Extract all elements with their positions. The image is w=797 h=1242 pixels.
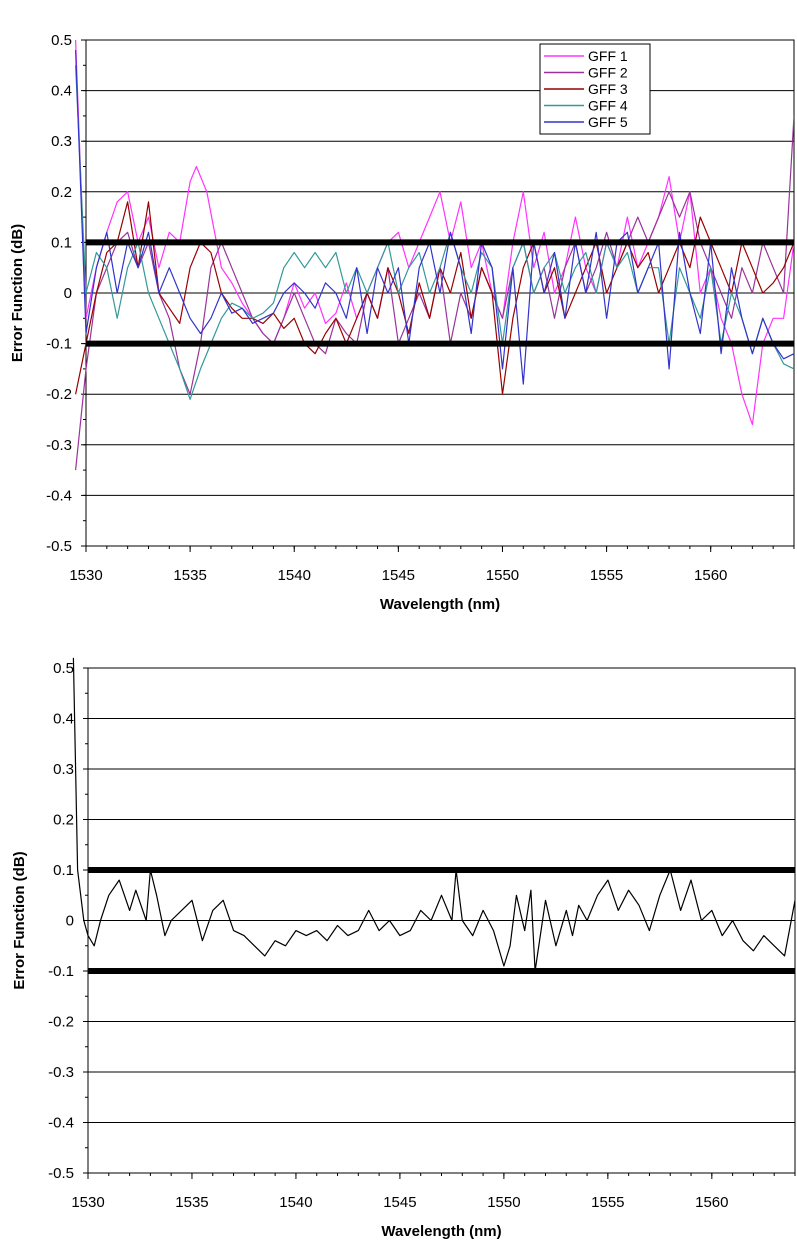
x-tick-label: 1540 [278, 567, 311, 584]
y-tick-label: 0.1 [51, 234, 72, 251]
x-tick-label: 1535 [173, 567, 206, 584]
y-tick-label: 0.1 [53, 862, 74, 879]
y-tick-label: 0 [64, 285, 72, 302]
y-tick-label: 0 [66, 913, 74, 930]
x-tick-label: 1545 [383, 1194, 416, 1211]
series-line-5 [75, 50, 794, 385]
top-chart: -0.5 -0.4 -0.3 -0.2 -0.1 0 0.1 0.2 0.3 0.4 0.5 1530… [9, 32, 795, 613]
bottom-chart: -0.5 -0.4 -0.3 -0.2 -0.1 0 0.1 0.2 0.3 0.4 0.5 1530… [11, 657, 796, 1240]
series-group [72, 657, 795, 972]
y-tick-label: 0.4 [53, 711, 74, 728]
y-tick-label: 0.3 [53, 761, 74, 778]
x-tick-label: 1560 [695, 1194, 728, 1211]
y-tick-label: 0.5 [53, 660, 74, 677]
y-tick-label: -0.5 [46, 538, 72, 555]
y-tick-label: -0.2 [48, 1014, 74, 1031]
y-tick-label: -0.4 [46, 487, 72, 504]
y-tick-label: -0.1 [46, 336, 72, 353]
y-tick-label: 0.2 [51, 184, 72, 201]
x-tick-label: 1550 [487, 1194, 520, 1211]
x-tick-label: 1545 [382, 567, 415, 584]
x-tick-label: 1555 [591, 1194, 624, 1211]
x-tick-label: 1530 [71, 1194, 104, 1211]
x-axis-title: Wavelength (nm) [380, 596, 500, 613]
y-tick-label: 0.4 [51, 83, 72, 100]
x-tick-label: 1530 [69, 567, 102, 584]
y-tick-label: 0.3 [51, 133, 72, 150]
x-tick-label: 1535 [175, 1194, 208, 1211]
x-tick-label: 1560 [694, 567, 727, 584]
series-group [75, 39, 794, 471]
y-tick-label: -0.3 [46, 437, 72, 454]
x-tick-label: 1555 [590, 567, 623, 584]
y-tick-label: -0.5 [48, 1165, 74, 1182]
y-tick-label: -0.2 [46, 386, 72, 403]
series-line-3 [75, 201, 794, 395]
x-axis-title: Wavelength (nm) [381, 1223, 501, 1240]
series-line-1 [75, 39, 794, 426]
series-line-1 [72, 657, 795, 972]
legend-label-3: GFF 3 [588, 81, 628, 97]
x-tick-label: 1540 [279, 1194, 312, 1211]
legend-label-4: GFF 4 [588, 98, 628, 114]
y-tick-label: -0.4 [48, 1115, 74, 1132]
y-tick-label: 0.2 [53, 812, 74, 829]
legend-label-1: GFF 1 [588, 48, 628, 64]
y-axis-title: Error Function (dB) [11, 851, 28, 989]
y-axis-title: Error Function (dB) [9, 224, 26, 362]
y-tick-label: -0.1 [48, 963, 74, 980]
y-tick-label: -0.3 [48, 1064, 74, 1081]
legend-label-5: GFF 5 [588, 114, 628, 130]
y-tick-label: 0.5 [51, 32, 72, 49]
x-tick-label: 1550 [486, 567, 519, 584]
legend-label-2: GFF 2 [588, 65, 628, 81]
